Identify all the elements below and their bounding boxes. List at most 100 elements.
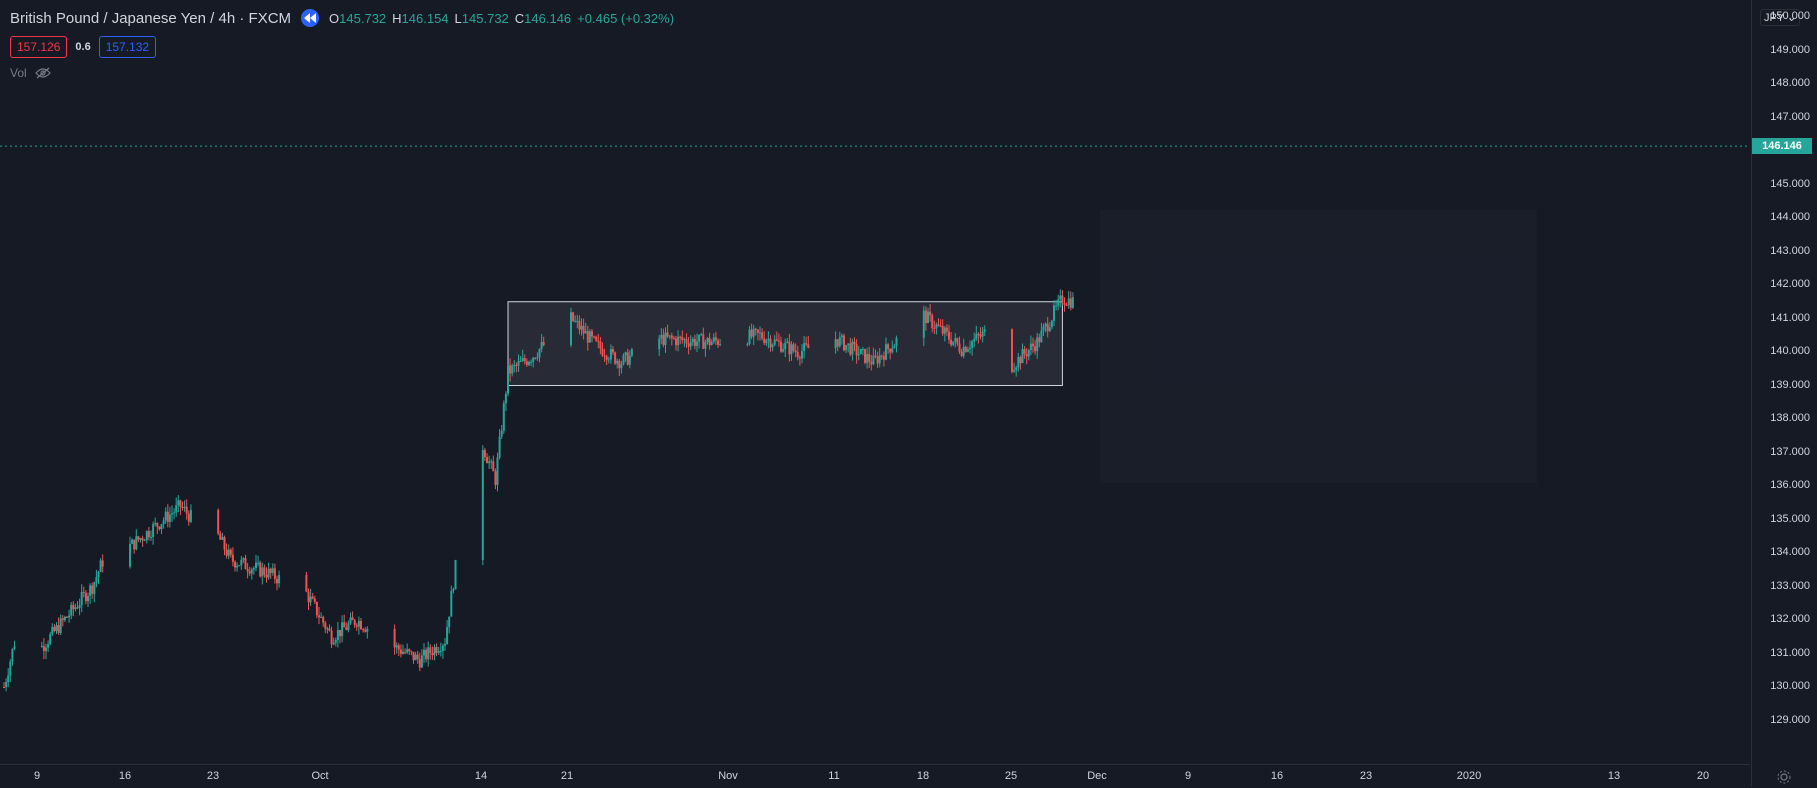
price-axis-label: 130.000 — [1770, 680, 1810, 692]
candle-body — [887, 344, 890, 349]
time-axis-label: 16 — [1270, 770, 1284, 782]
candle-body — [269, 568, 272, 573]
candle-body — [236, 565, 239, 568]
candle-body — [689, 342, 692, 347]
candle-body — [530, 361, 533, 363]
candle-body — [801, 350, 803, 359]
candle-body — [924, 310, 927, 323]
candle-body — [756, 329, 759, 333]
candle-body — [765, 340, 768, 344]
candle-body — [175, 505, 178, 513]
time-axis-label: 18 — [916, 770, 930, 782]
candle-body — [219, 533, 222, 540]
candle-body — [93, 582, 96, 594]
plot-area[interactable] — [0, 0, 1750, 764]
candle-body — [893, 345, 896, 349]
candle-body — [51, 626, 54, 635]
candle-body — [574, 320, 577, 322]
candle-body — [171, 513, 173, 515]
candle-body — [326, 628, 329, 630]
volume-indicator[interactable]: Vol — [10, 66, 51, 80]
candle-body — [357, 620, 360, 627]
candle-body — [943, 327, 946, 334]
price-axis[interactable]: JPY ⌄ 150.000 149.000 148.000 147.000 145.00… — [1751, 0, 1817, 787]
candle-body — [87, 595, 89, 602]
price-axis-label: 129.000 — [1770, 713, 1810, 726]
candle-body — [353, 620, 356, 626]
candle-body — [712, 337, 715, 342]
candle-body — [494, 471, 497, 485]
candle-body — [788, 341, 791, 355]
candle-body — [1025, 353, 1028, 357]
candle-body — [1011, 329, 1013, 372]
candle-body — [446, 627, 449, 645]
candle-body — [133, 539, 136, 550]
price-axis-label: 144.000 — [1770, 211, 1810, 223]
candle-body — [885, 344, 887, 360]
candle-body — [504, 393, 507, 404]
eye-crossed-icon[interactable] — [34, 67, 51, 79]
currency-dropdown[interactable]: JPY ⌄ — [1760, 9, 1801, 26]
candle-body — [836, 339, 839, 347]
candle-body — [414, 654, 417, 661]
candle-body — [807, 344, 810, 349]
candle-body — [1019, 357, 1022, 364]
candle-body — [964, 346, 967, 352]
candle-body — [402, 651, 404, 654]
candle-body — [164, 511, 167, 521]
candle-body — [622, 355, 625, 365]
interval-label[interactable]: 4h — [218, 9, 236, 27]
candlestick-chart[interactable] — [0, 0, 1750, 764]
candle-body — [803, 343, 806, 351]
candle-body — [355, 625, 358, 627]
candle-body — [74, 607, 77, 610]
buy-button[interactable]: 157.132 — [98, 36, 157, 58]
candle-body — [672, 338, 675, 340]
candle-body — [702, 334, 705, 349]
candle-body — [616, 360, 619, 364]
candle-body — [502, 403, 505, 431]
candle-body — [782, 349, 785, 352]
candle-body — [267, 568, 270, 578]
candle-body — [160, 524, 163, 530]
candle-body — [931, 315, 934, 328]
price-axis-label: 139.000 — [1770, 378, 1810, 391]
candle-body — [704, 342, 707, 349]
candle-body — [393, 628, 396, 648]
candle-body — [805, 343, 808, 345]
candle-body — [345, 627, 348, 630]
candle-body — [775, 339, 778, 341]
candle-body — [246, 569, 249, 572]
settings-gear-icon[interactable] — [1777, 770, 1791, 784]
candle-body — [593, 336, 596, 338]
candle-body — [486, 457, 488, 464]
sell-button[interactable]: 157.126 — [10, 36, 68, 58]
time-axis-label: 21 — [560, 770, 574, 782]
candle-body — [750, 329, 753, 337]
price-axis-label: 132.000 — [1770, 613, 1810, 625]
candle-body — [500, 430, 503, 437]
candle-body — [1071, 297, 1074, 308]
candle-body — [576, 320, 579, 322]
candle-body — [481, 449, 484, 561]
candle-body — [238, 565, 241, 567]
candle-body — [229, 549, 232, 555]
symbol-name[interactable]: British Pound / Japanese Yen / 4h · FXCM — [10, 9, 292, 27]
candle-body — [166, 511, 169, 522]
candle-body — [679, 336, 682, 338]
candle-body — [855, 344, 858, 356]
candle-body — [696, 341, 698, 346]
trade-panel: 157.126 0.6 157.132 — [10, 36, 157, 58]
candle-body — [700, 334, 703, 336]
candle-body — [89, 585, 92, 596]
candle-body — [933, 327, 936, 329]
replay-button[interactable] — [301, 9, 320, 27]
candle-body — [7, 675, 10, 682]
candle-body — [691, 338, 694, 343]
candle-body — [945, 327, 948, 332]
candle-body — [582, 325, 585, 334]
candle-body — [584, 331, 587, 334]
time-axis[interactable]: 9 16 23 Oct 14 21 Nov 11 18 25 Dec 9 16 23 2020 13 20 — [0, 764, 1750, 788]
candle-body — [523, 357, 526, 362]
